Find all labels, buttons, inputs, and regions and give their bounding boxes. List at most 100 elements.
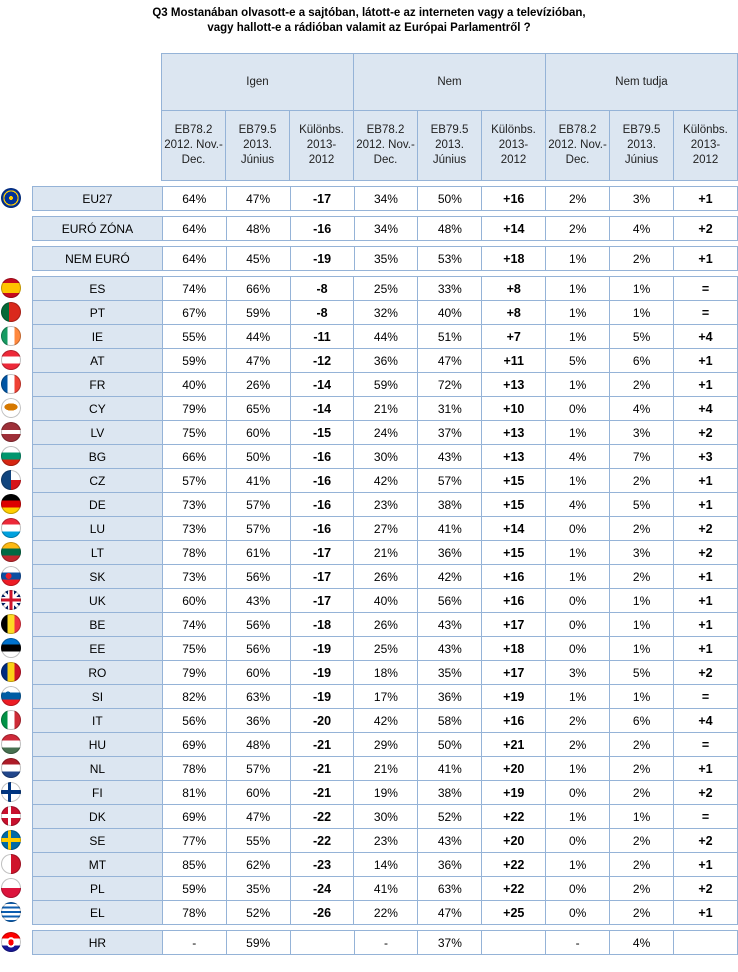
value-cell: 1%	[609, 612, 675, 637]
value-cell: 56%	[161, 708, 227, 733]
value-cell: 1%	[545, 540, 611, 565]
row-label: EU27	[32, 186, 163, 211]
table-row: EU27 64% 47% -17 34% 50% +16 2% 3% +1	[32, 186, 738, 211]
value-cell: 73%	[161, 564, 227, 589]
value-cell: 41%	[225, 468, 291, 493]
value-cell: 1%	[545, 804, 611, 829]
diff-cell	[481, 930, 547, 955]
value-cell: 59%	[161, 876, 227, 901]
row-label: EE	[32, 636, 163, 661]
value-cell: 56%	[225, 564, 291, 589]
value-cell: 59%	[353, 372, 419, 397]
value-cell: 59%	[225, 930, 291, 955]
value-cell: 1%	[609, 588, 675, 613]
value-cell: 73%	[161, 516, 227, 541]
value-cell: 43%	[225, 588, 291, 613]
flag-ie-icon	[1, 326, 21, 346]
value-cell: 47%	[225, 348, 291, 373]
row-label: SI	[32, 684, 163, 709]
diff-cell: -24	[289, 876, 355, 901]
diff-cell: -18	[289, 612, 355, 637]
flag-es-icon	[1, 278, 21, 298]
value-cell: 2%	[609, 756, 675, 781]
table-row: BE 74% 56% -18 26% 43% +17 0% 1% +1	[32, 612, 738, 637]
table-row: IE 55% 44% -11 44% 51% +7 1% 5% +4	[32, 324, 738, 349]
flag-pt-icon	[1, 302, 21, 322]
row-label: ES	[32, 276, 163, 301]
value-cell: 50%	[225, 444, 291, 469]
value-cell: 55%	[225, 828, 291, 853]
diff-cell: +2	[673, 828, 738, 853]
table-row: LV 75% 60% -15 24% 37% +13 1% 3% +2	[32, 420, 738, 445]
value-cell: 1%	[609, 684, 675, 709]
diff-cell: -23	[289, 852, 355, 877]
diff-cell: +4	[673, 396, 738, 421]
value-cell: 0%	[545, 900, 611, 925]
diff-cell: +4	[673, 324, 738, 349]
table-row: DK 69% 47% -22 30% 52% +22 1% 1% =	[32, 804, 738, 829]
group-header-nem-tudja: Nem tudja	[545, 53, 738, 111]
value-cell: 32%	[353, 300, 419, 325]
value-cell: 6%	[609, 708, 675, 733]
value-cell: 29%	[353, 732, 419, 757]
value-cell: 50%	[417, 732, 483, 757]
value-cell: -	[545, 930, 611, 955]
value-cell: 40%	[417, 300, 483, 325]
value-cell: 60%	[161, 588, 227, 613]
flag-lu-icon	[1, 518, 21, 538]
diff-cell: +1	[673, 636, 738, 661]
diff-cell: +1	[673, 468, 738, 493]
diff-cell: +14	[481, 516, 547, 541]
diff-cell: +16	[481, 186, 547, 211]
value-cell: 1%	[545, 372, 611, 397]
group-header-igen: Igen	[161, 53, 354, 111]
value-cell: 27%	[353, 516, 419, 541]
flag-ee-icon	[1, 638, 21, 658]
diff-cell: -11	[289, 324, 355, 349]
subheader-line: Dec.	[181, 154, 206, 166]
value-cell: 5%	[609, 660, 675, 685]
diff-cell: -12	[289, 348, 355, 373]
value-cell: 4%	[609, 930, 675, 955]
value-cell: 65%	[225, 396, 291, 421]
value-cell: -	[161, 930, 227, 955]
table-row: LT 78% 61% -17 21% 36% +15 1% 3% +2	[32, 540, 738, 565]
value-cell: 36%	[417, 852, 483, 877]
value-cell: 63%	[225, 684, 291, 709]
diff-cell: -19	[289, 660, 355, 685]
row-label: LV	[32, 420, 163, 445]
value-cell: 57%	[225, 492, 291, 517]
value-cell: 47%	[225, 186, 291, 211]
subheader-diff: Különbs. 2013- 2012	[289, 110, 354, 181]
row-label: BE	[32, 612, 163, 637]
value-cell: 78%	[161, 756, 227, 781]
diff-cell: +2	[673, 876, 738, 901]
diff-cell: +20	[481, 756, 547, 781]
subheader-eb782: EB78.2 2012. Nov.- Dec.	[353, 110, 418, 181]
subheader-line: Különbs.	[683, 124, 728, 136]
value-cell: 48%	[225, 732, 291, 757]
diff-cell: -26	[289, 900, 355, 925]
value-cell: 6%	[609, 348, 675, 373]
value-cell: 62%	[225, 852, 291, 877]
diff-cell: +8	[481, 300, 547, 325]
subheader-line: 2013.	[627, 139, 656, 151]
value-cell: 40%	[161, 372, 227, 397]
row-label: PT	[32, 300, 163, 325]
subheader-line: Különbs.	[299, 124, 344, 136]
value-cell: 1%	[609, 636, 675, 661]
value-cell: 38%	[417, 492, 483, 517]
value-cell: 2%	[609, 732, 675, 757]
diff-cell: +19	[481, 780, 547, 805]
diff-cell: +13	[481, 372, 547, 397]
value-cell: 23%	[353, 492, 419, 517]
subheader-line: 2013-	[690, 139, 721, 151]
value-cell: 36%	[417, 684, 483, 709]
value-cell: 26%	[353, 564, 419, 589]
row-label: CZ	[32, 468, 163, 493]
row-label: NL	[32, 756, 163, 781]
subheader-line: 2012	[500, 154, 527, 166]
value-cell: 64%	[161, 186, 227, 211]
value-cell: 3%	[609, 186, 674, 211]
row-label: MT	[32, 852, 163, 877]
